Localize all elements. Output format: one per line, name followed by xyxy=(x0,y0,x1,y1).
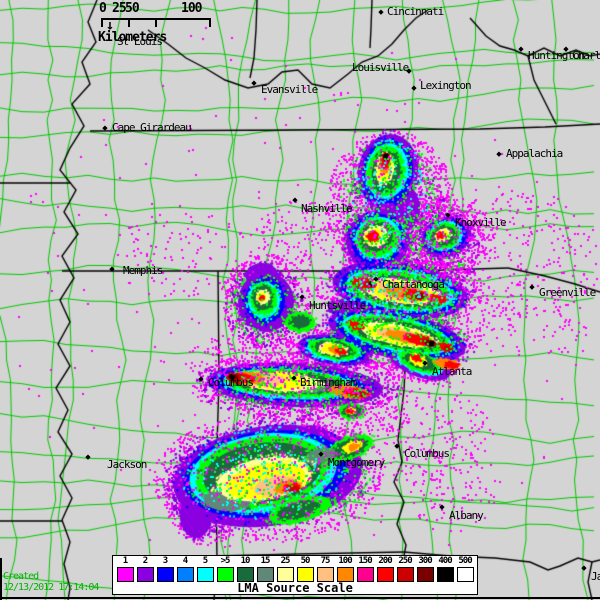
legend-color-swatch xyxy=(216,567,234,582)
lma-source-scale-legend: 1 2 3 4 5 >5 10 15 25 50 75 100 150 200 250 300 400 500 L… xyxy=(112,555,478,595)
legend-item: 300 xyxy=(416,556,434,582)
legend-item-label: 150 xyxy=(358,556,372,566)
legend-color-swatch xyxy=(196,567,214,582)
legend-item-label: 10 xyxy=(240,556,251,566)
legend-item: 10 xyxy=(236,556,254,582)
legend-item: 200 xyxy=(376,556,394,582)
legend-color-swatch xyxy=(356,567,374,582)
legend-item-label: 50 xyxy=(300,556,311,566)
legend-color-swatch xyxy=(276,567,294,582)
legend-color-swatch xyxy=(116,567,134,582)
legend-color-swatch xyxy=(416,567,434,582)
legend-item-label: 2 xyxy=(142,556,149,566)
legend-color-swatch xyxy=(376,567,394,582)
legend-item-label: 1 xyxy=(122,556,129,566)
legend-color-swatch xyxy=(316,567,334,582)
legend-item-label: 25 xyxy=(280,556,291,566)
legend-item-label: >5 xyxy=(220,556,231,566)
map-frame-left xyxy=(0,558,2,600)
legend-color-swatch xyxy=(256,567,274,582)
legend-item: >5 xyxy=(216,556,234,582)
legend-item: 5 xyxy=(196,556,214,582)
legend-item: 500 xyxy=(456,556,474,582)
created-timestamp: Created 12/13/2012 17:14:04 xyxy=(3,571,99,593)
legend-item-label: 400 xyxy=(438,556,452,566)
legend-item-label: 4 xyxy=(182,556,189,566)
legend-color-swatch xyxy=(156,567,174,582)
legend-color-swatch xyxy=(456,567,474,582)
legend-item-label: 5 xyxy=(202,556,209,566)
legend-color-swatch xyxy=(296,567,314,582)
legend-item: 2 xyxy=(136,556,154,582)
legend-color-swatch xyxy=(136,567,154,582)
legend-title: LMA Source Scale xyxy=(237,581,353,595)
legend-item: 400 xyxy=(436,556,454,582)
legend-item: 100 xyxy=(336,556,354,582)
created-datetime: 12/13/2012 17:14:04 xyxy=(3,582,99,593)
legend-item: 4 xyxy=(176,556,194,582)
legend-item: 25 xyxy=(276,556,294,582)
legend-items: 1 2 3 4 5 >5 10 15 25 50 75 100 150 200 250 300 400 500 xyxy=(113,556,477,582)
legend-item: 150 xyxy=(356,556,374,582)
legend-color-swatch xyxy=(436,567,454,582)
legend-item: 50 xyxy=(296,556,314,582)
legend-item-label: 3 xyxy=(162,556,169,566)
legend-item: 1 xyxy=(116,556,134,582)
legend-color-swatch xyxy=(236,567,254,582)
legend-item-label: 500 xyxy=(458,556,472,566)
legend-item-label: 200 xyxy=(378,556,392,566)
legend-item-label: 75 xyxy=(320,556,331,566)
created-label: Created xyxy=(3,571,39,582)
legend-color-swatch xyxy=(336,567,354,582)
legend-item: 250 xyxy=(396,556,414,582)
legend-item-label: 100 xyxy=(338,556,352,566)
legend-item: 75 xyxy=(316,556,334,582)
map-frame-bottom xyxy=(0,597,600,599)
legend-item-label: 15 xyxy=(260,556,271,566)
legend-item: 15 xyxy=(256,556,274,582)
legend-color-swatch xyxy=(396,567,414,582)
legend-item: 3 xyxy=(156,556,174,582)
legend-item-label: 300 xyxy=(418,556,432,566)
legend-item-label: 250 xyxy=(398,556,412,566)
legend-color-swatch xyxy=(176,567,194,582)
